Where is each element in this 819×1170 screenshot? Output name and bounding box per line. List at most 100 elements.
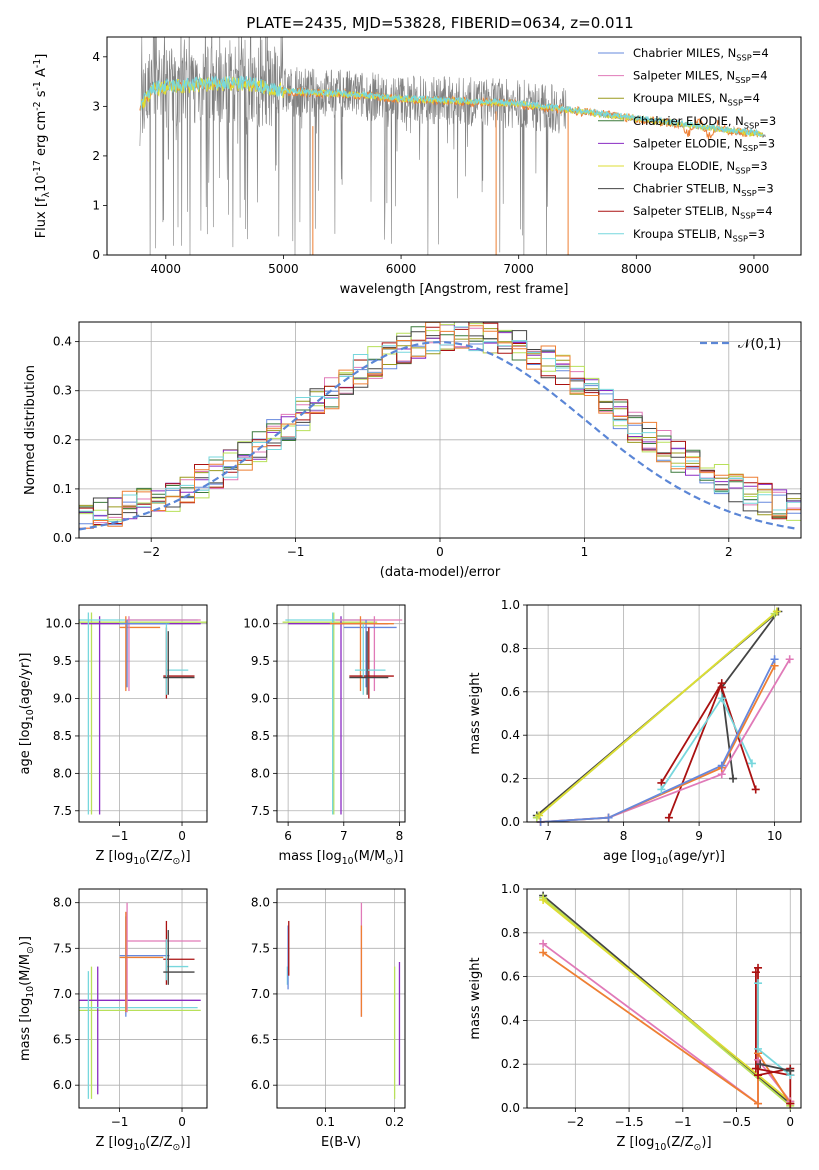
x-tick-label: 8 [620,829,628,843]
x-tick-label: −1 [111,1115,129,1129]
x-tick-label: −1 [674,1115,692,1129]
series-marker [539,948,548,957]
histogram-8 [79,326,801,522]
x-tick-label: −0.5 [722,1115,751,1129]
plot-age_vs_Z: −1 0 7.5 8.0 8.5 9.0 9.5 10.0 Z [log10​(Z/Z⊙​)] a… [18,604,208,867]
series-marker [664,813,673,822]
figure-title: PLATE=2435, MJD=53828, FIBERID=0634, z=0… [246,14,633,32]
series-marker [754,979,763,988]
series-marker [754,1044,763,1053]
axes-frame [276,604,406,823]
series-line [720,687,757,790]
series-line [760,1063,791,1072]
axes-frame [526,888,802,1109]
model-kroupa-elodie [140,76,764,138]
y-tick-label: 9.0 [53,692,72,706]
x-axis-label: Z [log10​(Z/Z⊙​)] [95,1135,190,1153]
plot-weight_vs_age: 7 8 9 10 0.0 0.2 0.4 0.6 0.8 1.0 age [log10​(age/y… [468,598,802,867]
y-tick-label: 0.4 [501,1013,520,1027]
y-tick-label: 0.6 [501,685,520,699]
series-marker [786,1066,795,1075]
series-marker [717,694,726,703]
y-tick-label: 6.0 [251,1078,270,1092]
y-axis-label: Flux [fλ​10-17​ erg cm-2​ s-1​ A-1​] [32,54,52,239]
axes-frame [78,321,802,539]
series-marker [754,1071,763,1080]
model-kroupa-stelib [140,75,764,138]
legend-label: Chabrier ELODIE, NSSP​=3 [633,114,776,130]
y-tick-label: 0.2 [501,772,520,786]
y-tick-label: 2 [92,149,100,163]
y-axis-label: mass weight [468,957,483,1039]
legend-label: Kroupa STELIB, NSSP​=3 [633,227,765,243]
x-axis-label: E(B-V) [321,1135,361,1150]
legend-label: Chabrier MILES, NSSP​=4 [633,46,769,62]
plot-area [79,322,801,531]
y-tick-label: 3 [92,99,100,113]
series-marker [717,761,726,770]
y-tick-label: 6.5 [251,1033,270,1047]
plot-residuals: −2 −1 0 1 2 0.0 0.1 0.2 0.3 0.4 (data-model)/error… [23,321,802,580]
y-axis-label: age [log10​(age/yr)] [18,653,36,775]
y-tick-label: 10.0 [243,617,270,631]
x-tick-label: 0 [178,1115,186,1129]
plot-area [282,612,403,815]
series-marker [751,968,760,977]
x-tick-label: 8000 [621,262,652,276]
y-tick-label: 8.0 [251,766,270,780]
series-marker [747,759,756,768]
y-tick-label: 4 [92,50,100,64]
axes-frame [276,888,406,1109]
series-marker [717,683,726,692]
x-tick-label: 9000 [739,262,770,276]
plot-area [536,610,791,822]
series-marker [751,785,760,794]
x-tick-label: 6 [284,829,292,843]
x-tick-label: 7 [544,829,552,843]
y-tick-label: 7.5 [53,941,72,955]
x-tick-label: 0.1 [316,1115,335,1129]
histogram-9 [79,322,801,529]
y-tick-label: 9.0 [251,692,270,706]
normal-curve [79,341,799,531]
x-tick-label: −2 [567,1115,585,1129]
plot-mass_vs_Z: −1 0 6.0 6.5 7.0 7.5 8.0 Z [log10​(Z/Z⊙​)] mass … [18,888,208,1153]
x-axis-label: Z [log10​(Z/Z⊙​)] [95,849,190,867]
axes-frame [78,888,208,1109]
y-tick-label: 1 [92,198,100,212]
y-tick-label: 6.0 [53,1078,72,1092]
y-tick-label: 9.5 [53,654,72,668]
series-marker [770,655,779,664]
y-tick-label: 8.5 [251,729,270,743]
x-tick-label: 4000 [151,262,182,276]
plot-weight_vs_Z: −2 −1.5 −1 −0.5 0 0.0 0.2 0.4 0.6 0.8 1.0 Z [log10​… [468,882,802,1153]
legend-label: Chabrier STELIB, NSSP​=3 [633,182,774,198]
x-tick-label: 5000 [268,262,299,276]
series-line [542,943,792,1106]
y-tick-label: 0.8 [501,641,520,655]
y-tick-label: 0.0 [501,815,520,829]
series-line [538,610,778,817]
plot-spectrum: 4000 5000 6000 7000 8000 9000 0 1 2 3 4 wavelength … [32,36,802,297]
plot-area [542,894,792,1107]
plot-age_vs_mass: 6 7 8 7.5 8.0 8.5 9.0 9.5 10.0 mass [log10​(M/M⊙​… [243,604,406,867]
y-tick-label: 7.5 [251,804,270,818]
series-marker [539,939,548,948]
x-axis-label: (data-model)/error [380,565,501,580]
x-tick-label: 0 [436,545,444,559]
legend-label: Salpeter STELIB, NSSP​=4 [633,204,773,220]
axes-frame [106,36,802,256]
y-tick-label: 0.1 [53,482,72,496]
series-marker [657,785,666,794]
series-marker [756,1060,765,1069]
x-axis-label: mass [log10​(M/M⊙​)] [279,849,404,867]
y-tick-label: 0.8 [501,926,520,940]
series-marker [785,655,794,664]
y-tick-label: 7.5 [251,941,270,955]
y-tick-label: 1.0 [501,598,520,612]
series-marker [754,963,763,972]
x-tick-label: 0 [786,1115,794,1129]
y-tick-label: 7.0 [251,987,270,1001]
series-line [660,696,753,790]
series-marker [786,1099,795,1108]
